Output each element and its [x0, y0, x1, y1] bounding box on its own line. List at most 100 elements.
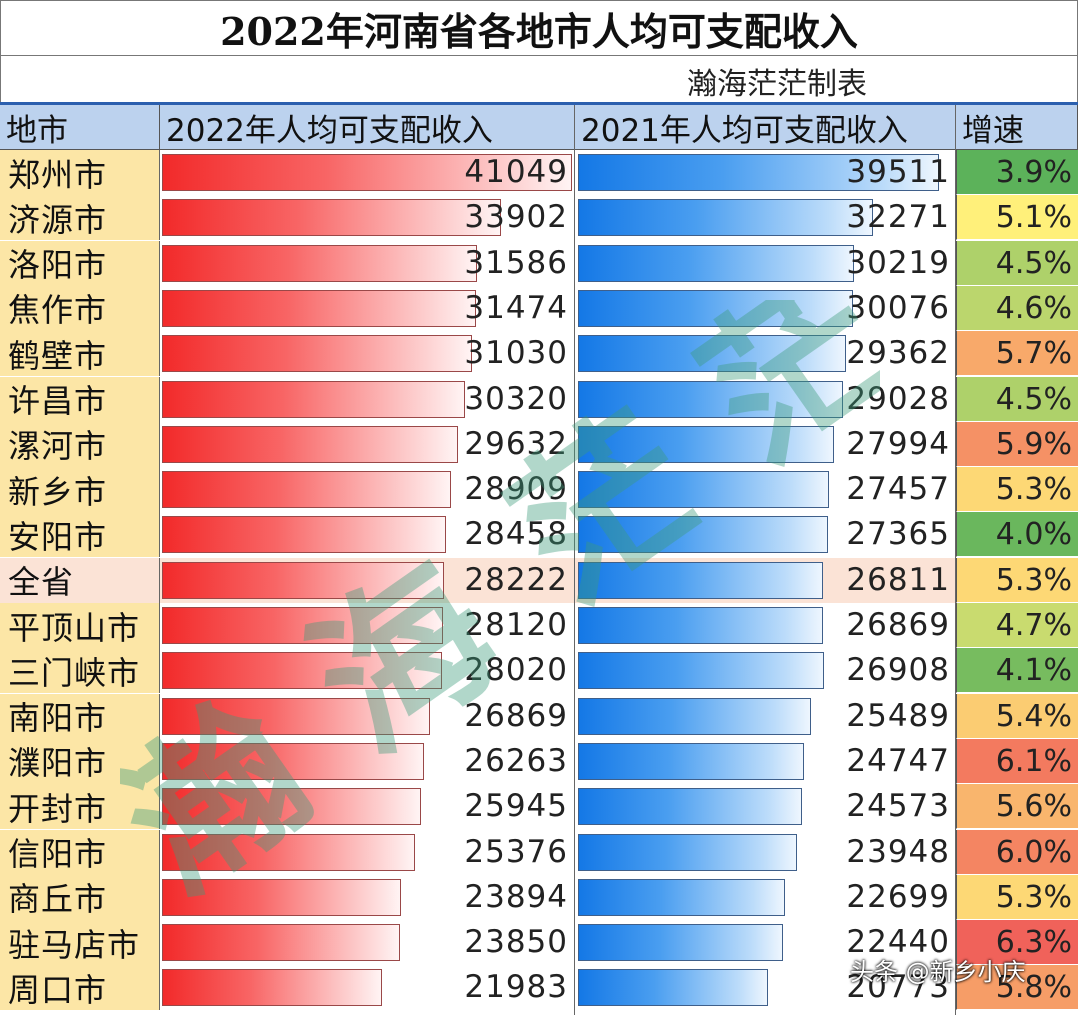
bar-2022: [162, 516, 447, 554]
bar-2021: [578, 471, 829, 509]
value-2021: 26908: [846, 652, 950, 689]
growth-rate: 5.1%: [956, 195, 1078, 241]
growth-rate: 5.7%: [956, 331, 1078, 377]
bar-2022: [162, 471, 451, 509]
growth-rate: 4.1%: [956, 648, 1078, 694]
growth-rate: 4.5%: [956, 376, 1078, 422]
value-2022: 25376: [464, 833, 568, 870]
city-label: 济源市: [0, 195, 160, 241]
value-2022: 23850: [464, 924, 568, 961]
value-2022: 25945: [464, 788, 568, 825]
bar-2021: [578, 607, 824, 644]
bar-2022: [162, 924, 401, 962]
city-label: 驻马店市: [0, 920, 160, 966]
bar-2022: [162, 607, 443, 644]
value-2021: 29362: [846, 335, 950, 372]
value-2021: 27994: [846, 425, 950, 462]
bar-2021: [578, 652, 824, 690]
growth-rate: 5.9%: [956, 421, 1078, 467]
value-2022: 28222: [464, 561, 568, 598]
bar-2022: [162, 697, 431, 735]
city-label: 周口市: [0, 965, 160, 1011]
bar-2021: [578, 425, 834, 463]
value-2022: 31474: [464, 289, 568, 326]
growth-rate: 6.0%: [956, 829, 1078, 875]
bar-2021: [578, 878, 786, 916]
value-2021: 27457: [846, 471, 950, 508]
bar-2021: [578, 380, 844, 418]
bar-2021: [578, 244, 855, 282]
city-label: 漯河市: [0, 421, 160, 467]
value-2021: 29028: [846, 380, 950, 417]
bar-2021: [578, 924, 783, 962]
value-2022: 30320: [464, 380, 568, 417]
growth-rate: 4.6%: [956, 285, 1078, 331]
bar-2022: [162, 199, 501, 237]
header-city: 地市: [0, 105, 160, 150]
bar-2021: [578, 969, 768, 1007]
income-table: 地市 2022年人均可支配收入 2021年人均可支配收入 增速 郑州市 41049…: [0, 102, 1078, 1015]
divider-2021: [574, 105, 575, 1015]
growth-rate: 5.3%: [956, 874, 1078, 920]
city-label: 南阳市: [0, 693, 160, 739]
city-label: 平顶山市: [0, 603, 160, 648]
bar-2021: [578, 697, 811, 735]
value-2021: 39511: [846, 154, 950, 190]
bar-2021: [578, 154, 939, 191]
growth-rate: 4.0%: [956, 512, 1078, 558]
value-2022: 31586: [464, 244, 568, 281]
city-label: 濮阳市: [0, 738, 160, 784]
value-2022: 26869: [464, 697, 568, 734]
value-2022: 23894: [464, 878, 568, 915]
growth-rate: 3.9%: [956, 150, 1078, 195]
bar-2022: [162, 561, 444, 599]
value-2021: 27365: [846, 516, 950, 553]
author-note: 瀚海茫茫制表: [687, 67, 867, 102]
growth-rate: 6.3%: [956, 920, 1078, 966]
city-label: 商丘市: [0, 874, 160, 920]
bar-2022: [162, 244, 478, 282]
growth-rate: 4.5%: [956, 240, 1078, 286]
city-label: 新乡市: [0, 467, 160, 513]
value-2021: 32271: [846, 199, 950, 236]
growth-rate: 5.6%: [956, 784, 1078, 830]
growth-rate: 4.7%: [956, 603, 1078, 648]
value-2021: 26869: [846, 607, 950, 643]
credit-watermark: 头条 @新乡小庆: [850, 958, 1026, 986]
value-2022: 21983: [464, 969, 568, 1006]
city-label: 洛阳市: [0, 240, 160, 286]
bar-2022: [162, 652, 442, 690]
header-2022: 2022年人均可支配收入: [160, 105, 575, 150]
growth-rate: 6.1%: [956, 738, 1078, 784]
bar-2022: [162, 878, 401, 916]
bar-2021: [578, 833, 797, 871]
value-2022: 28909: [464, 471, 568, 508]
value-2021: 30076: [846, 289, 950, 326]
header-2021: 2021年人均可支配收入: [575, 105, 956, 150]
city-label: 鹤壁市: [0, 331, 160, 377]
bar-2022: [162, 154, 572, 191]
growth-rate: 5.3%: [956, 467, 1078, 513]
bar-2021: [578, 289, 853, 327]
value-2022: 28120: [464, 607, 568, 643]
bar-2021: [578, 561, 823, 599]
city-label: 焦作市: [0, 285, 160, 331]
value-2021: 20773: [846, 969, 950, 1006]
bar-2021: [578, 516, 828, 554]
bar-2021: [578, 199, 873, 237]
value-2021: 22699: [846, 878, 950, 915]
bar-2022: [162, 833, 416, 871]
value-2021: 23948: [846, 833, 950, 870]
value-2022: 33902: [464, 199, 568, 236]
value-2022: 31030: [464, 335, 568, 372]
growth-rate: 5.4%: [956, 693, 1078, 739]
growth-rate: 5.8%: [956, 965, 1078, 1011]
value-2021: 30219: [846, 244, 950, 281]
city-label: 信阳市: [0, 829, 160, 875]
bar-2022: [162, 380, 465, 418]
value-2022: 26263: [464, 742, 568, 779]
divider-growth: [955, 105, 956, 1015]
bar-2021: [578, 742, 805, 780]
city-label: 全省: [0, 557, 160, 603]
header-growth: 增速: [956, 105, 1078, 150]
